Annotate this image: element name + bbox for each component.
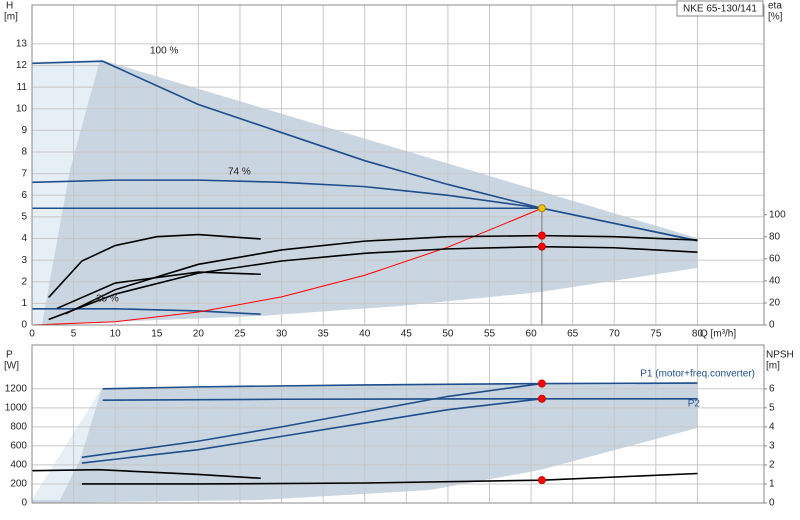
marker	[537, 231, 546, 240]
chart-title: NKE 65-130/141	[683, 4, 757, 15]
y2-tick-label: 100	[769, 209, 786, 220]
y-tick-label: 12	[16, 60, 28, 71]
top-frame	[31, 4, 765, 326]
y2-tick-label: 0	[769, 498, 775, 509]
y2-axis-label: NPSH	[766, 350, 794, 361]
series-line	[48, 233, 261, 298]
y-tick-label: 8	[21, 147, 27, 158]
x-tick-label: 70	[609, 329, 621, 340]
x-tick-label: 75	[650, 329, 662, 340]
x-tick-label: 50	[442, 329, 454, 340]
y-tick-label: 600	[10, 441, 27, 452]
y-tick-label: 3	[21, 255, 27, 266]
y-tick-label: 800	[10, 421, 27, 432]
series-line	[56, 271, 261, 310]
y-axis-label: [m]	[4, 12, 18, 23]
y2-axis-label: [%]	[768, 12, 783, 23]
x-axis-label: Q [m³/h]	[700, 329, 736, 340]
y-tick-label: 200	[10, 479, 27, 490]
y-tick-label: 400	[10, 460, 27, 471]
marker	[537, 476, 546, 485]
series-line	[32, 307, 261, 315]
y-tick-label: 9	[21, 125, 27, 136]
y-tick-label: 13	[16, 39, 28, 50]
operating-range-light	[32, 60, 100, 325]
title-box	[676, 0, 764, 17]
x-tick-label: 0	[29, 329, 35, 340]
series-line	[81, 397, 542, 464]
y-tick-label: 10	[16, 103, 28, 114]
x-tick-label: 30	[276, 329, 288, 340]
y-tick-label: 6	[21, 190, 27, 201]
series-line	[102, 382, 698, 390]
y-tick-label: 5	[21, 212, 27, 223]
x-tick-label: 45	[401, 329, 413, 340]
y-tick-label: 11	[17, 82, 28, 93]
y-axis-label: P	[6, 350, 13, 361]
series-line	[64, 234, 698, 315]
y2-tick-label: 0	[769, 320, 775, 331]
x-tick-label: 20	[193, 329, 205, 340]
y2-tick-label: 6	[769, 383, 775, 394]
series-line	[48, 245, 698, 321]
series-line	[31, 468, 261, 480]
series-line	[102, 397, 698, 402]
x-tick-label: 80	[692, 329, 704, 340]
x-tick-label: 10	[110, 329, 122, 340]
series-line	[31, 207, 543, 326]
x-tick-label: 5	[71, 329, 77, 340]
marker	[537, 379, 546, 388]
marker	[537, 394, 546, 403]
y-axis-label: H	[6, 1, 13, 12]
x-tick-label: 55	[484, 329, 496, 340]
x-tick-label: 60	[526, 329, 538, 340]
y2-tick-label: 3	[769, 441, 775, 452]
x-tick-label: 40	[359, 329, 371, 340]
series-line	[81, 382, 543, 459]
series-label: P2	[688, 399, 701, 410]
y2-tick-label: 5	[769, 402, 775, 413]
power-range-light	[32, 388, 102, 500]
y2-axis-label: eta	[768, 1, 782, 12]
y-tick-label: 1	[21, 298, 27, 309]
x-tick-label: 15	[151, 329, 163, 340]
y2-tick-label: 40	[769, 276, 781, 287]
y2-tick-label: 60	[769, 253, 781, 264]
y-tick-label: 1000	[5, 402, 28, 413]
series-line	[81, 472, 698, 485]
y-tick-label: 1200	[5, 383, 28, 394]
y2-tick-label: 4	[769, 421, 775, 432]
curve-label: 25 %	[96, 294, 119, 305]
marker	[537, 242, 546, 251]
y-tick-label: 4	[21, 233, 27, 244]
x-tick-label: 35	[318, 329, 330, 340]
curve-label: 74 %	[228, 167, 251, 178]
curve-label: 100 %	[150, 46, 178, 57]
series-label: P1 (motor+freq.converter)	[640, 369, 755, 380]
y2-tick-label: 1	[769, 479, 775, 490]
y2-tick-label: 2	[769, 460, 775, 471]
y-axis-label: [W]	[4, 361, 19, 372]
bottom-frame	[31, 344, 765, 504]
x-tick-label: 65	[567, 329, 579, 340]
y-tick-label: 2	[21, 276, 27, 287]
y2-tick-label: 80	[769, 231, 781, 242]
x-tick-label: 25	[234, 329, 246, 340]
y-tick-label: 0	[21, 320, 27, 331]
y-tick-label: 7	[21, 168, 27, 179]
y-tick-label: 0	[21, 498, 27, 509]
y2-axis-label: [m]	[766, 361, 780, 372]
y2-tick-label: 20	[769, 298, 781, 309]
marker	[537, 204, 546, 213]
series-line	[31, 179, 698, 242]
